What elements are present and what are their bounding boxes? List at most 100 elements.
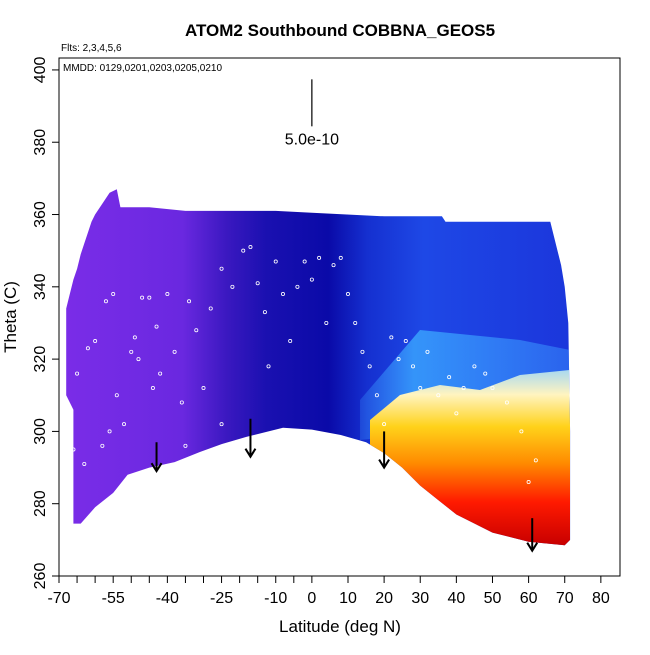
data-point: [114, 393, 119, 398]
x-tick-label: -40: [156, 590, 179, 607]
y-tick-label: 280: [32, 490, 49, 517]
data-point: [241, 248, 246, 253]
x-axis-label: Latitude (deg N): [279, 617, 401, 636]
data-point: [140, 295, 145, 300]
scale-bar-label: 5.0e-10: [285, 131, 339, 148]
x-tick-label: 50: [484, 590, 502, 607]
data-point: [273, 259, 278, 264]
field: [66, 189, 571, 546]
data-point: [382, 422, 387, 427]
data-point: [129, 349, 134, 354]
data-point: [172, 349, 177, 354]
arrow-head: [526, 542, 539, 553]
data-point: [331, 263, 336, 268]
annotation: Flts: 2,3,4,5,6: [61, 43, 122, 54]
data-point: [187, 299, 192, 304]
x-tick-label: 40: [447, 590, 465, 607]
data-point: [504, 400, 509, 405]
data-point: [490, 386, 495, 391]
x-tick-label: 30: [411, 590, 429, 607]
data-point: [309, 277, 314, 282]
y-tick-label: 380: [32, 129, 49, 156]
x-tick-label: 70: [556, 590, 574, 607]
data-point: [266, 364, 271, 369]
data-point: [147, 295, 152, 300]
data-point: [150, 386, 155, 391]
data-point: [396, 357, 401, 362]
data-point: [472, 364, 477, 369]
data-point: [288, 339, 293, 344]
data-point: [533, 458, 538, 463]
data-point: [374, 393, 379, 398]
data-point: [302, 259, 307, 264]
x-tick-label: -25: [210, 590, 233, 607]
data-point: [219, 422, 224, 427]
data-point: [71, 447, 76, 452]
y-tick-label: 360: [32, 201, 49, 228]
y-tick-label: 320: [32, 346, 49, 373]
y-axis-label: Theta (C): [1, 281, 20, 353]
data-point: [85, 346, 90, 351]
x-tick-label: -70: [47, 590, 70, 607]
data-point: [230, 284, 235, 289]
data-point: [75, 371, 80, 376]
data-point: [403, 339, 408, 344]
data-point: [132, 335, 137, 340]
x-tick-label: 10: [339, 590, 357, 607]
data-point: [201, 386, 206, 391]
x-tick-label: -10: [264, 590, 287, 607]
x-tick-label: 60: [520, 590, 538, 607]
data-point: [295, 284, 300, 289]
data-point: [389, 335, 394, 340]
data-point: [360, 349, 365, 354]
data-point: [483, 371, 488, 376]
data-point: [324, 320, 329, 325]
data-point: [353, 320, 358, 325]
data-point: [93, 339, 98, 344]
data-point: [418, 386, 423, 391]
x-tick-label: -55: [102, 590, 125, 607]
data-point: [447, 375, 452, 380]
data-point: [122, 422, 127, 427]
data-point: [219, 266, 224, 271]
data-point: [411, 364, 416, 369]
x-tick-label: 20: [375, 590, 393, 607]
data-point: [165, 292, 170, 297]
field-warm: [370, 370, 570, 546]
data-point: [82, 461, 87, 466]
data-point: [461, 386, 466, 391]
data-point: [345, 292, 350, 297]
arrow-head: [378, 459, 390, 470]
data-point: [262, 310, 267, 315]
y-tick-label: 300: [32, 418, 49, 445]
arrow-head: [244, 448, 257, 459]
x-tick-label: 0: [307, 590, 316, 607]
y-tick-label: 400: [32, 56, 49, 83]
data-point: [255, 281, 260, 286]
data-point: [367, 364, 372, 369]
data-point: [158, 371, 163, 376]
data-point: [425, 349, 430, 354]
data-point: [100, 443, 105, 448]
data-point: [183, 443, 188, 448]
data-point: [248, 245, 253, 250]
data-point: [179, 400, 184, 405]
chart-title: ATOM2 Southbound COBBNA_GEOS5: [185, 21, 495, 40]
data-point: [194, 328, 199, 333]
data-point: [111, 292, 116, 297]
annotation: MMDD: 0129,0201,0203,0205,0210: [63, 63, 222, 74]
data-point: [136, 357, 141, 362]
arrow-head: [150, 462, 163, 474]
plot-frame: [58, 57, 621, 577]
data-point: [519, 429, 524, 434]
data-point: [526, 480, 531, 485]
y-tick-label: 340: [32, 273, 49, 300]
data-point: [338, 255, 343, 260]
y-tick-label: 260: [32, 563, 49, 590]
x-tick-label: 80: [592, 590, 610, 607]
data-point: [103, 299, 108, 304]
data-point: [154, 324, 159, 329]
data-point: [107, 429, 112, 434]
data-point: [280, 292, 285, 297]
